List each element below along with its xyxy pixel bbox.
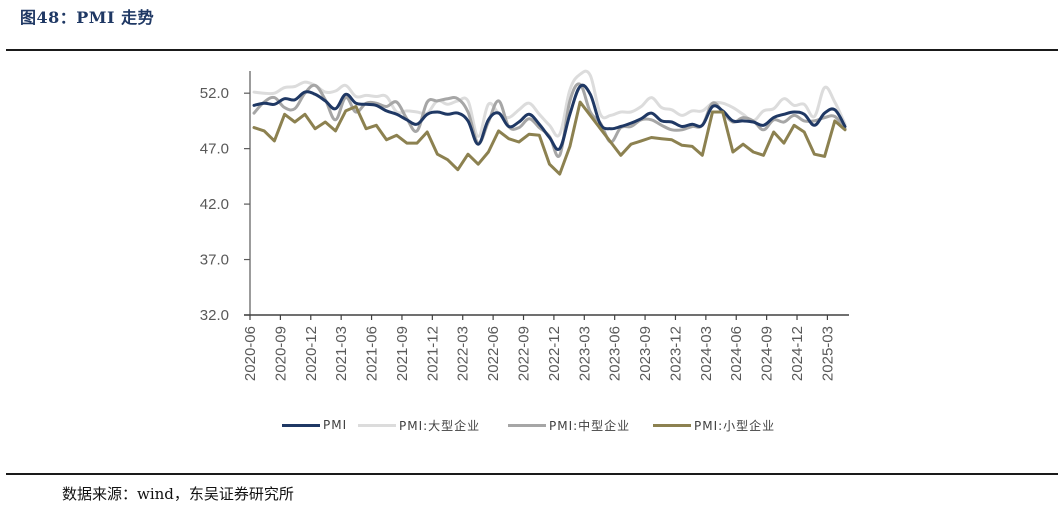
x-tick-label: 2022-12 [546, 326, 563, 381]
x-tick-label: 2020-12 [303, 326, 320, 381]
axes-layer: 52.0 47.0 42.0 37.0 32.0 2020-06 2020-09 2020-1… [200, 71, 849, 381]
chart-legend: PMI PMI:大型企业 PMI:中型企业 PMI:小型企业 [0, 416, 1064, 434]
series-layer [252, 69, 847, 176]
x-tick-label: 2021-06 [364, 326, 381, 381]
x-tick-label: 2024-03 [698, 326, 715, 381]
x-tick-label: 2023-12 [667, 326, 684, 381]
series-small-line [252, 100, 847, 176]
pmi-line-chart: 52.0 47.0 42.0 37.0 32.0 2020-06 2020-09 2020-1… [200, 69, 849, 381]
x-tick-label: 2023-09 [637, 326, 654, 381]
figure-title: 图48：PMI 走势 [20, 8, 155, 27]
legend-swatch-large [358, 423, 396, 427]
y-tick-label: 42.0 [200, 196, 229, 213]
y-tick-label: 37.0 [200, 252, 229, 269]
x-tick-label: 2024-12 [789, 326, 806, 381]
x-tick-label: 2024-06 [728, 326, 745, 381]
y-tick-label: 32.0 [200, 307, 229, 324]
source-divider [6, 473, 1058, 475]
x-tick-label: 2023-03 [576, 326, 593, 381]
y-tick-label: 52.0 [200, 85, 229, 102]
legend-item-medium: PMI:中型企业 [508, 416, 630, 434]
legend-item-large: PMI:大型企业 [358, 416, 480, 434]
legend-label: PMI:中型企业 [549, 418, 631, 433]
x-tick-label: 2020-09 [272, 326, 289, 381]
legend-swatch-medium [508, 423, 546, 427]
legend-swatch-pmi [282, 423, 320, 427]
x-tick-label: 2022-03 [455, 326, 472, 381]
x-tick-label: 2022-06 [485, 326, 502, 381]
y-tick-label: 47.0 [200, 141, 229, 158]
x-tick-label: 2021-03 [333, 326, 350, 381]
x-tick-label: 2020-06 [242, 326, 259, 381]
legend-item-pmi: PMI [282, 416, 347, 434]
series-pmi-line [252, 83, 847, 152]
x-tick-label: 2021-12 [424, 326, 441, 381]
x-tick-label: 2022-09 [516, 326, 533, 381]
x-tick-label: 2021-09 [394, 326, 411, 381]
legend-item-small: PMI:小型企业 [653, 416, 775, 434]
data-source-note: 数据来源：wind，东吴证券研究所 [62, 485, 294, 503]
x-tick-label: 2023-06 [607, 326, 624, 381]
x-tick-label: 2025-03 [819, 326, 836, 381]
legend-swatch-small [653, 423, 691, 427]
x-tick-label: 2024-09 [759, 326, 776, 381]
legend-label: PMI:小型企业 [694, 418, 776, 433]
legend-label: PMI [323, 418, 348, 432]
title-divider [6, 49, 1058, 51]
legend-label: PMI:大型企业 [399, 418, 481, 433]
